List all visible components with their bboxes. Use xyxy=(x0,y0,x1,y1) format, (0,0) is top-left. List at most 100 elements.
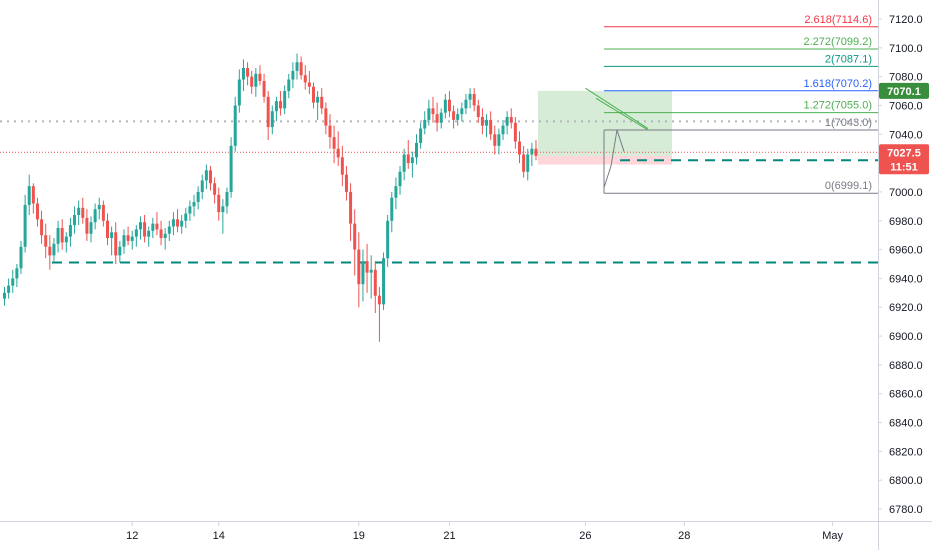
candle-body xyxy=(217,194,221,213)
target-price-badge xyxy=(879,82,929,99)
time-tick-label: 12 xyxy=(126,530,138,542)
price-tick-label: 7040.0 xyxy=(889,129,923,141)
horizontal-levels xyxy=(0,120,878,264)
candle-body xyxy=(7,285,11,293)
price-tick-label: 7000.0 xyxy=(889,187,923,199)
last-price-badge xyxy=(879,144,929,175)
fib-level-label: 2.618(7114.6) xyxy=(804,14,872,26)
trade-zones xyxy=(537,90,672,165)
candle-body xyxy=(287,79,291,92)
candle-body xyxy=(452,111,456,120)
candle-body xyxy=(279,101,283,109)
fib-level-label: 1(7043.0) xyxy=(825,117,872,129)
time-tick-label: 28 xyxy=(678,530,690,542)
candle-body xyxy=(40,219,44,236)
candle-body xyxy=(3,292,6,299)
candle-body xyxy=(23,204,27,247)
candle-body xyxy=(225,191,229,207)
candle-body xyxy=(184,213,188,221)
target-zone xyxy=(537,90,672,156)
price-tick-label: 6980.0 xyxy=(889,216,923,228)
candle-body xyxy=(77,207,81,215)
price-tick-label: 7100.0 xyxy=(889,43,923,55)
candle-body xyxy=(476,105,480,117)
price-tick-label: 7080.0 xyxy=(889,72,923,84)
price-badges: 7070.1 7027.5 11:51 xyxy=(879,82,929,175)
candle-body xyxy=(151,223,155,231)
candle-body xyxy=(180,220,184,227)
candle-body xyxy=(324,108,328,126)
candle-body xyxy=(134,229,138,237)
candle-body xyxy=(192,202,196,207)
candle-body xyxy=(27,186,31,205)
candle-body xyxy=(406,154,410,164)
candle-body xyxy=(485,119,489,126)
candle-body xyxy=(501,125,505,135)
price-axis[interactable]: 7120.07100.07080.07060.07040.07020.07000… xyxy=(878,14,923,516)
fib-level-label: 1.618(7070.2) xyxy=(804,78,873,90)
candle-body xyxy=(291,70,295,80)
candle-body xyxy=(237,79,241,106)
candle-body xyxy=(97,204,101,210)
candle-body xyxy=(526,154,530,172)
candle-body xyxy=(299,62,303,76)
candle-body xyxy=(52,243,56,256)
candle-body xyxy=(435,114,439,123)
price-tick-label: 6880.0 xyxy=(889,360,923,372)
candle-body xyxy=(31,186,35,204)
time-tick-label: 19 xyxy=(353,530,365,542)
candle-body xyxy=(431,108,435,115)
candle-body xyxy=(241,68,245,80)
time-axis[interactable]: 12 14 19 21 26 28 May xyxy=(126,522,844,542)
price-tick-label: 6900.0 xyxy=(889,331,923,343)
price-tick-label: 6780.0 xyxy=(889,504,923,516)
candle-body xyxy=(357,249,361,285)
candle-body xyxy=(443,99,447,113)
candle-body xyxy=(447,99,451,112)
candle-body xyxy=(316,96,320,103)
candle-body xyxy=(394,186,398,198)
candle-body xyxy=(332,137,336,149)
fib-level-label: 0(6999.1) xyxy=(825,180,872,192)
candle-body xyxy=(497,134,501,146)
candle-body xyxy=(118,246,122,256)
candle-body xyxy=(19,246,23,269)
candle-body xyxy=(101,204,105,221)
price-tick-label: 6840.0 xyxy=(889,418,923,430)
candle-body xyxy=(456,114,460,120)
candle-body xyxy=(320,96,324,109)
candle-body xyxy=(221,206,225,213)
candle-body xyxy=(361,261,365,285)
candle-body xyxy=(390,197,394,221)
candle-body xyxy=(167,226,171,234)
time-tick-label: 21 xyxy=(443,530,455,542)
candle-body xyxy=(138,222,142,230)
candle-body xyxy=(283,91,287,109)
candle-body xyxy=(204,170,208,181)
time-tick-label: 26 xyxy=(579,530,591,542)
candle-body xyxy=(200,180,204,192)
price-tick-label: 7120.0 xyxy=(889,14,923,26)
candle-body xyxy=(513,122,517,142)
candle-body xyxy=(176,219,180,227)
fibonacci-extension: 2.618(7114.6) 2.272(7099.2) 2(7087.1) 1.618… xyxy=(603,14,878,194)
candle-body xyxy=(307,82,311,87)
candle-body xyxy=(468,93,472,100)
price-tick-label: 6800.0 xyxy=(889,475,923,487)
candle-body xyxy=(505,117,509,126)
candle-body xyxy=(126,235,130,241)
candle-body xyxy=(518,141,521,155)
candle-body xyxy=(68,225,72,237)
candle-body xyxy=(250,76,254,87)
target-price-label: 7070.1 xyxy=(887,86,921,98)
candle-body xyxy=(159,229,163,239)
candle-body xyxy=(295,62,299,71)
candle-body xyxy=(303,75,307,83)
candle-body xyxy=(365,261,369,273)
fib-level-label: 2.272(7099.2) xyxy=(804,36,873,48)
candle-body xyxy=(44,235,48,247)
candle-body xyxy=(85,217,89,234)
candle-body xyxy=(122,235,126,247)
candle-body xyxy=(171,219,175,227)
